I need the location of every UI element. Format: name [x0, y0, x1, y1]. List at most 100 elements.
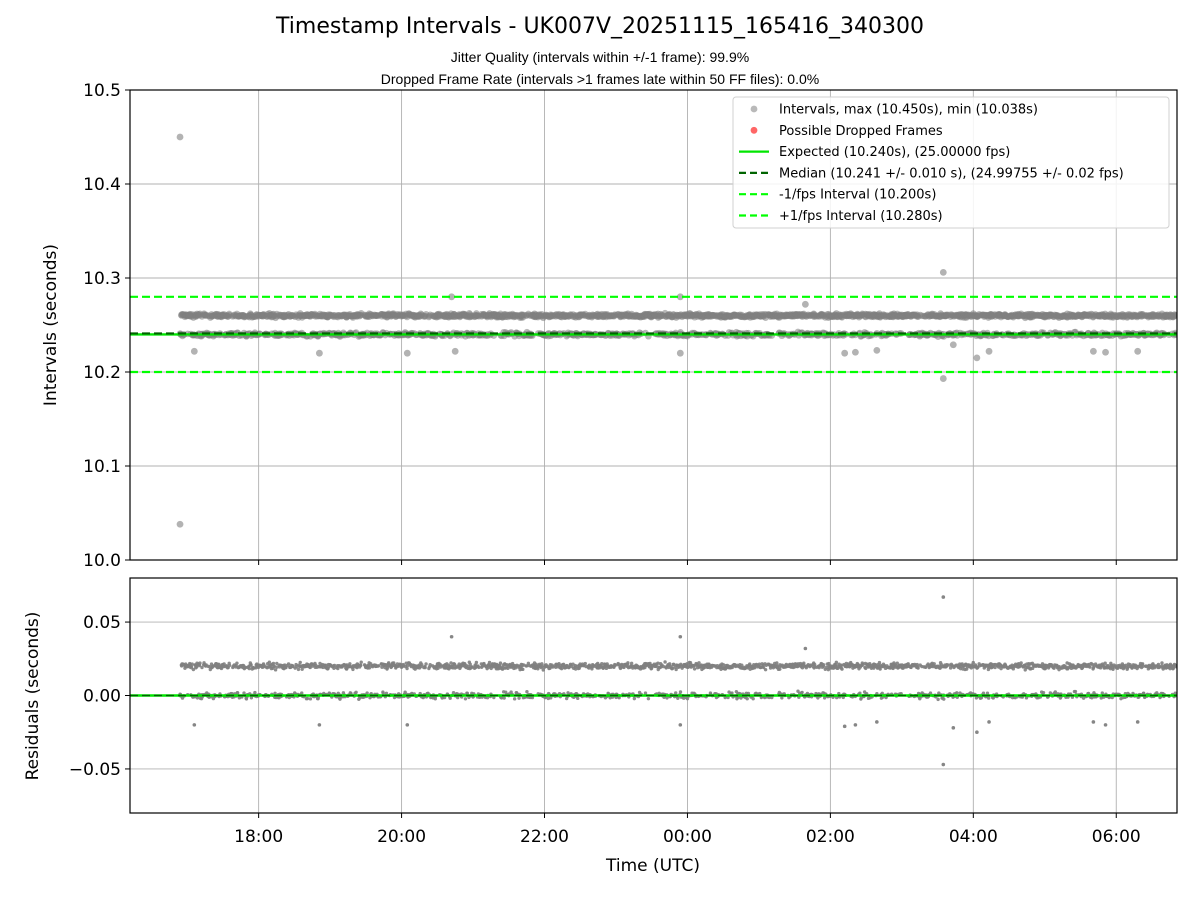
residual-point: [1081, 696, 1086, 700]
residual-point: [308, 665, 312, 670]
legend-label-median: Median (10.241 +/- 0.010 s), (24.99755 +…: [779, 166, 1124, 181]
intervals-y-tick-label: 10.4: [83, 175, 121, 195]
dropped-frame-subtitle: Dropped Frame Rate (intervals >1 frames …: [380, 71, 820, 87]
jitter-quality-subtitle: Jitter Quality (intervals within +/-1 fr…: [450, 49, 750, 65]
residual-point: [242, 691, 246, 695]
residual-point: [222, 662, 226, 666]
residual-point: [861, 662, 865, 667]
x-tick-label: 04:00: [949, 827, 998, 847]
residual-outlier-point: [941, 595, 946, 599]
residual-point: [802, 661, 806, 665]
residual-point: [499, 696, 504, 700]
residual-point: [386, 661, 391, 665]
residual-point: [308, 697, 313, 701]
residual-point: [540, 662, 544, 666]
x-tick-label: 06:00: [1092, 827, 1141, 847]
residual-point: [451, 690, 456, 695]
residual-point: [858, 691, 862, 695]
residual-point: [986, 696, 991, 700]
residual-outlier-point: [317, 723, 322, 727]
residual-point: [235, 691, 240, 695]
residual-point: [622, 665, 626, 670]
residual-point: [746, 691, 751, 696]
residual-point: [840, 667, 844, 671]
residual-point: [877, 660, 882, 665]
intervals-axes: 10.010.110.210.310.410.5 Intervals (seco…: [41, 81, 1178, 571]
residual-point: [456, 695, 460, 700]
residual-point: [367, 666, 372, 670]
residual-outlier-point: [678, 634, 683, 639]
residual-point: [200, 665, 204, 670]
residual-point: [235, 661, 239, 665]
residual-point: [502, 696, 506, 700]
residual-point: [477, 665, 481, 670]
residual-point: [656, 661, 660, 665]
residual-point: [583, 661, 587, 666]
legend-marker-dropped: [750, 126, 758, 134]
residual-point: [512, 697, 517, 701]
residual-point: [190, 662, 194, 666]
residual-point: [775, 661, 779, 665]
residual-point: [916, 666, 920, 670]
intervals-y-tick-label: 10.1: [83, 457, 121, 477]
residual-point: [878, 667, 882, 671]
residual-point: [1086, 691, 1091, 696]
residual-point: [253, 690, 257, 695]
residual-point: [567, 665, 571, 670]
residual-outlier-point: [975, 730, 979, 735]
residual-outlier-point: [987, 720, 991, 724]
residual-outlier-point: [405, 723, 410, 727]
residual-point: [300, 667, 304, 671]
residual-point: [420, 663, 424, 667]
residual-point: [1019, 661, 1023, 665]
interval-outlier-point: [451, 347, 459, 355]
residual-point: [351, 667, 355, 672]
residual-point: [354, 690, 358, 695]
residual-point: [692, 667, 697, 671]
residual-point: [405, 666, 409, 671]
residual-point: [381, 691, 385, 695]
interval-outlier-point: [985, 347, 993, 355]
residual-point: [1160, 661, 1164, 665]
residual-point: [667, 662, 672, 666]
residual-point: [678, 690, 683, 694]
residuals-points: [178, 595, 1177, 767]
residual-point: [561, 662, 566, 667]
residual-outlier-point: [853, 723, 858, 727]
interval-point: [1173, 311, 1177, 319]
residual-point: [384, 691, 389, 696]
residual-point: [298, 660, 302, 665]
residual-point: [936, 697, 940, 702]
residual-point: [498, 661, 503, 665]
residual-point: [273, 668, 278, 672]
interval-outlier-point: [801, 300, 809, 308]
residual-point: [730, 691, 734, 695]
residual-point: [424, 662, 428, 666]
residual-point: [937, 691, 941, 695]
residual-point: [1103, 661, 1107, 665]
intervals-y-tick-label: 10.3: [83, 269, 121, 289]
legend-box: [732, 96, 1170, 229]
residual-point: [626, 661, 630, 665]
residual-point: [573, 667, 578, 671]
residual-point: [525, 690, 529, 694]
residuals-y-tick-label: −0.05: [69, 760, 121, 780]
time-x-label: Time (UTC): [605, 856, 700, 876]
intervals-y-tick-label: 10.5: [83, 81, 121, 101]
residual-point: [474, 660, 479, 665]
residuals-axes: 18:00 20:00 22:00 00:00 02:00 04:00 06:000.050…: [23, 577, 1178, 876]
chart-title: Timestamp Intervals - UK007V_20251115_16…: [276, 14, 924, 39]
residual-point: [272, 664, 277, 669]
residual-point: [613, 663, 617, 668]
residual-point: [751, 696, 755, 701]
residual-point: [971, 660, 975, 665]
residual-point: [449, 661, 453, 665]
residual-point: [604, 666, 609, 671]
residual-point: [271, 661, 276, 666]
residual-point: [761, 665, 766, 670]
interval-outlier-point: [1102, 348, 1109, 356]
residual-point: [863, 666, 868, 671]
residual-outlier-point: [1135, 720, 1140, 724]
x-tick-label: 02:00: [806, 827, 855, 847]
residual-point: [993, 665, 997, 670]
